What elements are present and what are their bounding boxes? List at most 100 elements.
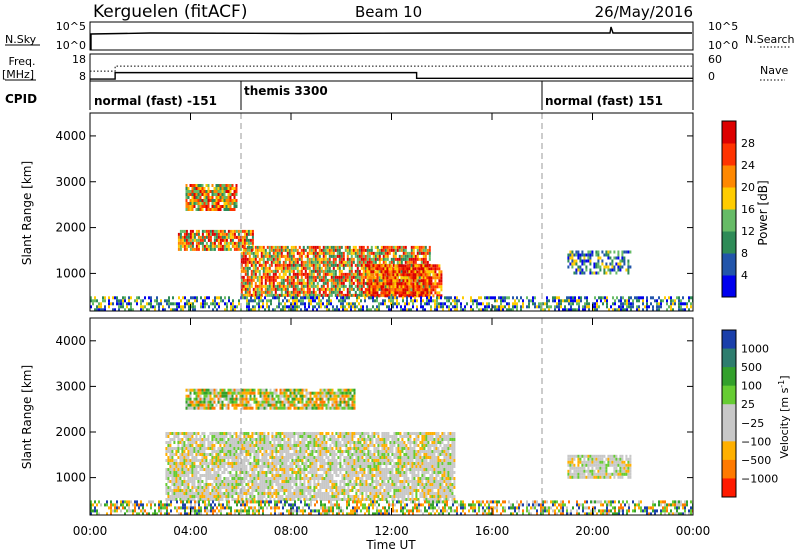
heatmap-cell (270, 281, 273, 285)
heatmap-cell (233, 459, 236, 462)
heatmap-cell (333, 400, 336, 404)
heatmap-cell (245, 468, 248, 471)
heatmap-cell (267, 477, 270, 480)
heatmap-cell (297, 400, 300, 404)
heatmap-cell (320, 299, 322, 303)
power-heatmap (90, 184, 693, 311)
heatmap-cell (270, 269, 273, 273)
heatmap-cell (201, 486, 204, 489)
heatmap-cell (567, 256, 570, 260)
heatmap-cell (336, 248, 339, 252)
heatmap-cell (233, 489, 236, 492)
heatmap-cell (231, 492, 234, 495)
heatmap-cell (245, 465, 248, 468)
heatmap-cell (285, 406, 288, 410)
heatmap-cell (296, 305, 298, 309)
heatmap-cell (636, 308, 638, 311)
heatmap-cell (280, 248, 283, 252)
heatmap-cell (358, 254, 361, 258)
heatmap-cell (296, 299, 298, 303)
heatmap-cell (428, 288, 431, 292)
heatmap-cell (642, 302, 644, 306)
heatmap-cell (247, 480, 250, 483)
heatmap-cell (233, 235, 236, 239)
heatmap-cell (181, 444, 184, 447)
heatmap-cell (184, 296, 186, 300)
heatmap-cell (248, 266, 251, 270)
heatmap-cell (225, 489, 228, 492)
heatmap-cell (253, 471, 256, 474)
heatmap-cell (189, 435, 192, 438)
heatmap-cell (248, 260, 251, 264)
heatmap-cell (612, 302, 614, 306)
heatmap-cell (244, 272, 247, 276)
heatmap-cell (384, 260, 387, 264)
heatmap-cell (219, 388, 222, 392)
heatmap-cell (250, 260, 253, 264)
heatmap-cell (426, 264, 429, 268)
heatmap-cell (494, 296, 496, 300)
heatmap-cell (183, 241, 186, 245)
heatmap-cell (615, 271, 618, 275)
heatmap-cell (248, 290, 251, 294)
heatmap-cell (272, 269, 275, 273)
heatmap-cell (267, 444, 270, 447)
heatmap-cell (234, 308, 236, 311)
heatmap-cell (289, 441, 292, 444)
heatmap-cell (246, 290, 249, 294)
heatmap-cell (440, 288, 443, 292)
heatmap-cell (199, 400, 202, 404)
heatmap-cell (416, 282, 419, 286)
heatmap-cell (173, 465, 176, 468)
heatmap-cell (368, 288, 371, 292)
heatmap-cell (354, 272, 357, 276)
heatmap-cell (591, 271, 594, 275)
heatmap-cell (284, 287, 287, 291)
heatmap-cell (265, 459, 268, 462)
heatmap-cell (622, 302, 624, 306)
heatmap-cell (292, 263, 295, 267)
heatmap-cell (308, 293, 311, 297)
heatmap-cell (296, 272, 299, 276)
heatmap-cell (279, 498, 282, 501)
heatmap-cell (350, 278, 353, 282)
heatmap-cell (279, 474, 282, 477)
heatmap-cell (326, 263, 329, 267)
heatmap-cell (290, 278, 293, 282)
heatmap-cell (273, 477, 276, 480)
heatmap-cell (376, 288, 379, 292)
heatmap-cell (268, 308, 270, 311)
heatmap-cell (211, 196, 214, 199)
heatmap-cell (183, 453, 186, 456)
heatmap-cell (680, 302, 682, 306)
heatmap-cell (225, 202, 228, 205)
heatmap-cell (332, 248, 335, 252)
heatmap-cell (177, 438, 180, 441)
heatmap-cell (227, 495, 230, 498)
heatmap-cell (382, 276, 385, 280)
heatmap-cell (272, 296, 274, 300)
heatmap-cell (346, 278, 349, 282)
heatmap-cell (295, 388, 298, 392)
heatmap-cell (554, 296, 556, 300)
colorbar-swatch (722, 121, 736, 144)
heatmap-cell (627, 268, 630, 272)
heatmap-cell (277, 456, 280, 459)
heatmap-cell (249, 388, 252, 392)
heatmap-cell (376, 279, 379, 283)
heatmap-cell (438, 302, 440, 306)
heatmap-cell (404, 288, 407, 292)
heatmap-cell (260, 287, 263, 291)
heatmap-cell (271, 465, 274, 468)
heatmap-cell (340, 260, 343, 264)
heatmap-cell (428, 257, 431, 261)
heatmap-cell (327, 406, 330, 410)
heatmap-cell (259, 432, 262, 435)
heatmap-cell (650, 302, 652, 306)
heatmap-cell (428, 294, 431, 298)
heatmap-cell (279, 435, 282, 438)
heatmap-cell (269, 397, 272, 401)
heatmap-cell (406, 251, 409, 255)
heatmap-cell (179, 247, 182, 251)
heatmap-cell (320, 251, 323, 255)
